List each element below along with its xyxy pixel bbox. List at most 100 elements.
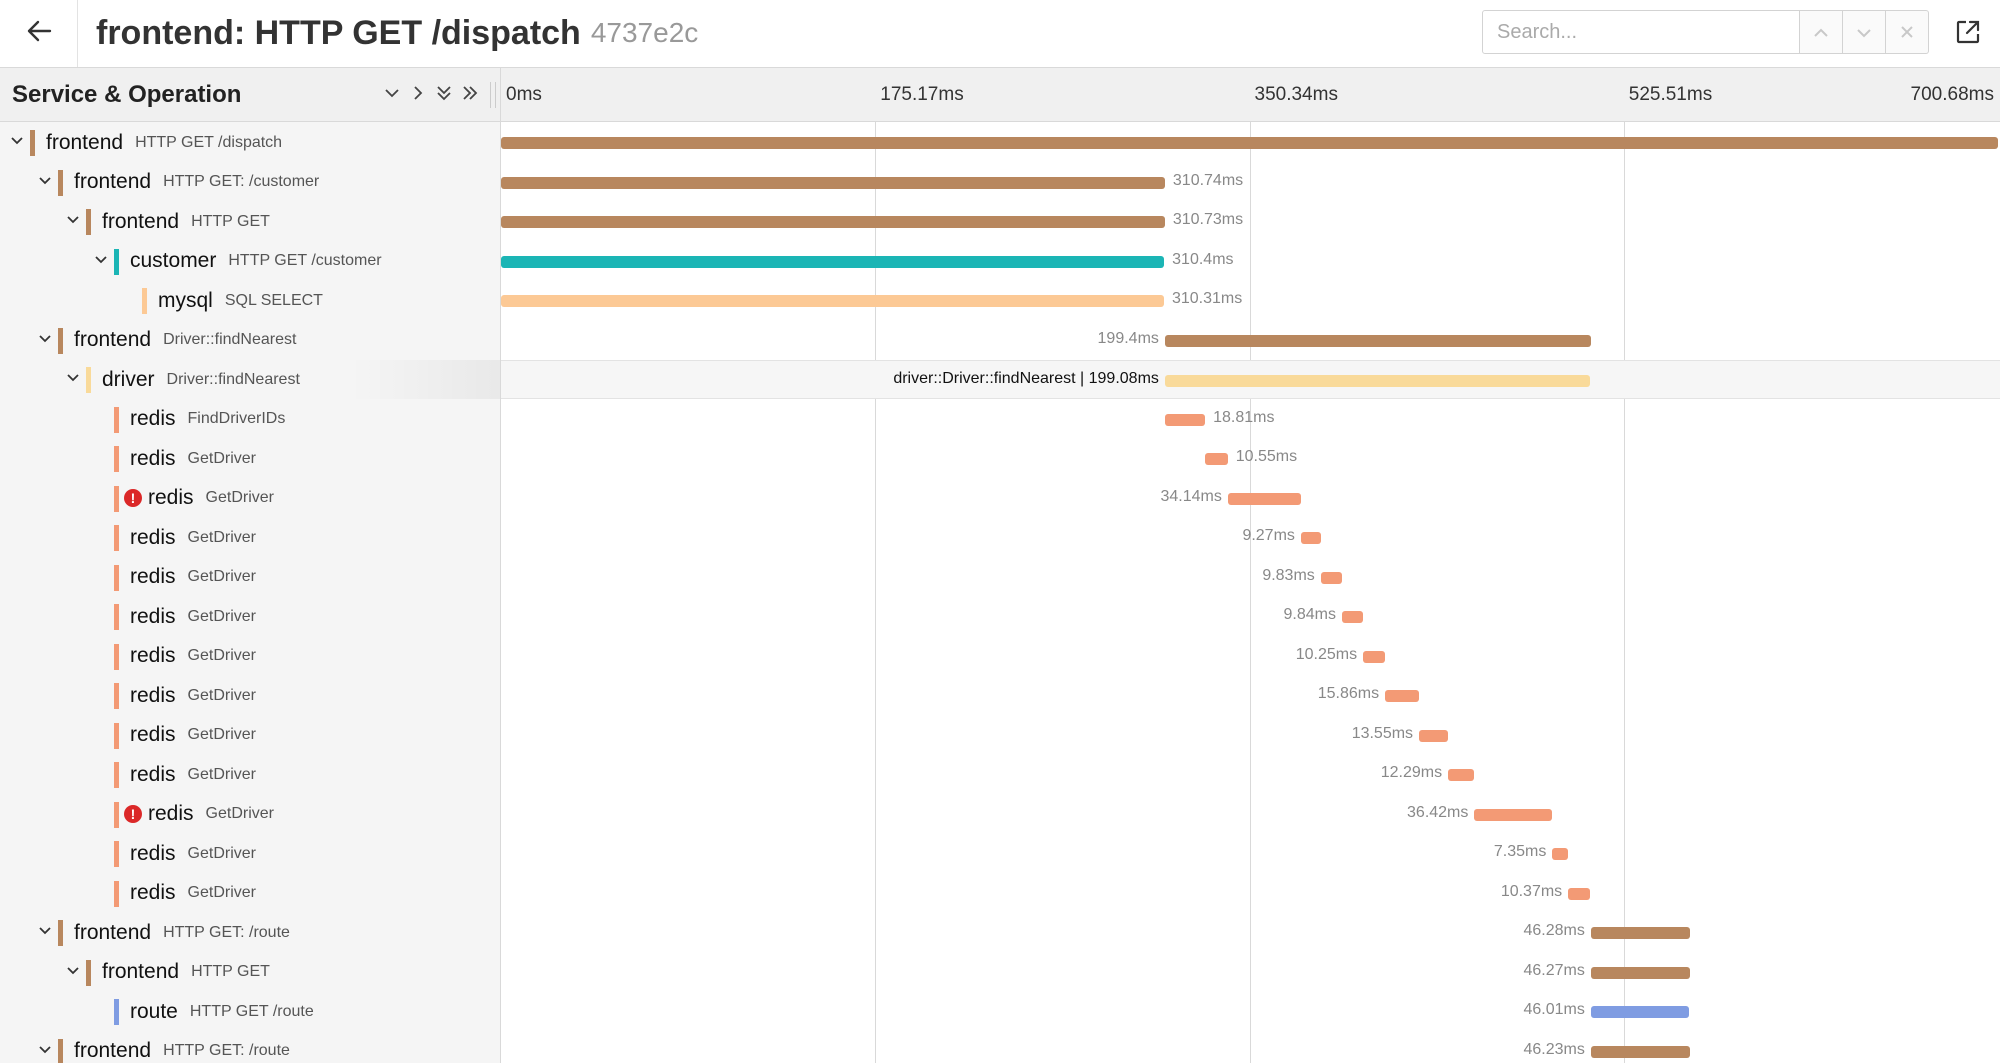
span-bar-row[interactable]: 46.23ms [501, 1032, 2000, 1063]
span-bar-row[interactable]: 9.83ms [501, 558, 2000, 597]
collapse-one-button[interactable] [380, 82, 404, 108]
span-bar[interactable] [1552, 848, 1569, 860]
span-toggle-button[interactable] [6, 131, 28, 153]
span-bar-row[interactable]: driver::Driver::findNearest | 199.08ms [501, 360, 2000, 399]
span-bar[interactable] [1164, 334, 1591, 347]
span-row[interactable]: frontend HTTP GET: /customer [0, 163, 500, 202]
span-row[interactable]: redis FindDriverIDs [0, 400, 500, 439]
span-row[interactable]: frontend HTTP GET [0, 202, 500, 241]
span-bar-row[interactable]: 46.28ms [501, 913, 2000, 952]
span-row[interactable]: frontend HTTP GET: /route [0, 913, 500, 952]
span-row[interactable]: customer HTTP GET /customer [0, 242, 500, 281]
span-bar[interactable] [1341, 611, 1363, 623]
span-toggle-button[interactable] [34, 171, 56, 193]
search-prev-button[interactable] [1800, 10, 1843, 54]
span-bar[interactable] [501, 216, 1165, 228]
span-row[interactable]: driver Driver::findNearest [0, 360, 500, 399]
span-row[interactable]: mysql SQL SELECT [0, 281, 500, 320]
span-bar-row[interactable]: 10.37ms [501, 874, 2000, 913]
span-row[interactable]: redis GetDriver [0, 597, 500, 636]
span-bar-row[interactable]: 310.74ms [501, 163, 2000, 202]
span-row[interactable]: ! redis GetDriver [0, 479, 500, 518]
span-row[interactable]: redis GetDriver [0, 518, 500, 557]
span-row[interactable]: redis GetDriver [0, 716, 500, 755]
span-bar[interactable] [1363, 650, 1385, 663]
span-bar-row[interactable]: 9.27ms [501, 518, 2000, 557]
span-duration-label: 36.42ms [1407, 803, 1469, 821]
span-toggle-button[interactable] [34, 329, 56, 351]
service-color-marker [86, 367, 91, 393]
search-input[interactable] [1482, 10, 1800, 54]
span-toggle-button[interactable] [62, 961, 84, 983]
span-bar[interactable] [1205, 453, 1228, 465]
span-row[interactable]: frontend HTTP GET [0, 953, 500, 992]
span-row[interactable]: redis GetDriver [0, 755, 500, 794]
span-toggle-button[interactable] [34, 921, 56, 943]
span-row[interactable]: frontend Driver::findNearest [0, 321, 500, 360]
span-bar-row[interactable]: 46.27ms [501, 953, 2000, 992]
span-bar[interactable] [1474, 808, 1553, 821]
span-toggle-button[interactable] [62, 210, 84, 232]
span-bar[interactable] [501, 176, 1165, 189]
span-bar[interactable] [501, 295, 1164, 307]
search-clear-button[interactable] [1886, 10, 1929, 54]
operation-name: HTTP GET [191, 212, 270, 230]
expand-one-button[interactable] [406, 82, 430, 108]
span-row[interactable]: redis GetDriver [0, 874, 500, 913]
span-row[interactable]: redis GetDriver [0, 834, 500, 873]
span-bar[interactable] [1590, 966, 1690, 979]
service-name: frontend [74, 170, 152, 193]
span-row[interactable]: frontend HTTP GET: /route [0, 1032, 500, 1063]
span-bar[interactable] [1590, 1006, 1690, 1018]
collapse-all-button[interactable] [432, 82, 456, 108]
span-bar-row[interactable]: 46.01ms [501, 992, 2000, 1031]
span-bar-row[interactable]: 310.4ms [501, 242, 2000, 281]
span-bar-row[interactable]: 12.29ms [501, 755, 2000, 794]
span-bar-row[interactable]: 199.4ms [501, 321, 2000, 360]
span-bar[interactable] [1448, 769, 1475, 781]
span-row[interactable]: route HTTP GET /route [0, 992, 500, 1031]
span-bar[interactable] [1320, 571, 1342, 584]
span-bar-row[interactable]: 310.31ms [501, 281, 2000, 320]
span-bar-row[interactable]: 18.81ms [501, 400, 2000, 439]
chevron-down-icon [38, 1042, 52, 1060]
span-bar-row[interactable]: 34.14ms [501, 479, 2000, 518]
search-next-button[interactable] [1843, 10, 1886, 54]
span-bar[interactable] [1590, 1045, 1690, 1058]
back-button[interactable] [0, 0, 78, 67]
span-duration-label: 46.23ms [1523, 1040, 1585, 1058]
span-bar[interactable] [1300, 532, 1321, 544]
span-toggle-button[interactable] [34, 1040, 56, 1062]
span-bar[interactable] [501, 137, 1998, 149]
error-icon: ! [124, 489, 142, 507]
span-row[interactable]: redis GetDriver [0, 637, 500, 676]
span-bar-row[interactable]: 10.25ms [501, 637, 2000, 676]
span-bar-row[interactable]: 7.35ms [501, 834, 2000, 873]
span-bar[interactable] [501, 255, 1165, 268]
span-bar-row[interactable]: 9.84ms [501, 597, 2000, 636]
span-bar[interactable] [1568, 887, 1591, 900]
span-bar-row[interactable]: 36.42ms [501, 795, 2000, 834]
expand-all-button[interactable] [458, 82, 482, 108]
span-bar[interactable] [1164, 375, 1591, 387]
open-external-button[interactable] [1950, 16, 1986, 52]
span-row[interactable]: frontend HTTP GET /dispatch [0, 123, 500, 162]
span-row[interactable]: redis GetDriver [0, 558, 500, 597]
span-bar[interactable] [1419, 729, 1448, 742]
span-toggle-button[interactable] [90, 250, 112, 272]
span-row[interactable]: redis GetDriver [0, 439, 500, 478]
span-toggle-button[interactable] [62, 368, 84, 390]
span-row[interactable]: redis GetDriver [0, 676, 500, 715]
span-bar[interactable] [1227, 492, 1301, 505]
operation-name: GetDriver [187, 884, 256, 901]
span-bar[interactable] [1164, 413, 1206, 426]
span-bar-row[interactable] [501, 123, 2000, 162]
column-resizer[interactable] [490, 82, 496, 108]
span-bar-row[interactable]: 13.55ms [501, 716, 2000, 755]
span-bar-row[interactable]: 15.86ms [501, 676, 2000, 715]
span-bar-row[interactable]: 10.55ms [501, 439, 2000, 478]
span-bar[interactable] [1590, 927, 1690, 939]
span-row[interactable]: ! redis GetDriver [0, 795, 500, 834]
span-bar-row[interactable]: 310.73ms [501, 202, 2000, 241]
span-bar[interactable] [1385, 690, 1419, 702]
